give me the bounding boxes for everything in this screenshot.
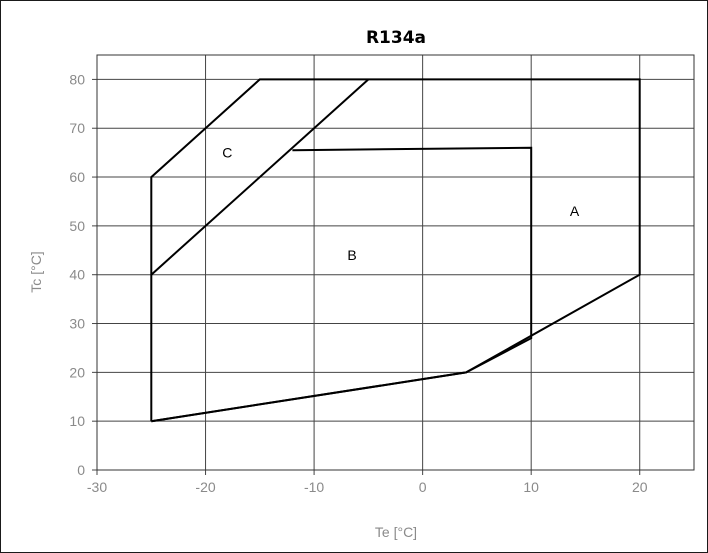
- y-tick-label: 20: [69, 364, 85, 380]
- y-tick-labels: 0 10 20 30 40 50 60 70 80: [69, 71, 85, 478]
- envelope-b-line: [151, 146, 533, 423]
- x-axis-label: Te [°C]: [375, 524, 417, 540]
- y-tick-label: 70: [69, 120, 85, 136]
- y-tick-label: 40: [69, 267, 85, 283]
- y-tick-label: 80: [69, 71, 85, 87]
- plot-border: [96, 54, 695, 471]
- y-tick-label: 30: [69, 316, 85, 332]
- region-label-a: A: [570, 203, 580, 219]
- y-tick-label: 10: [69, 413, 85, 429]
- region-labels: A B C: [222, 145, 580, 264]
- grid: [92, 55, 694, 475]
- y-tick-label: 60: [69, 169, 85, 185]
- y-tick-label: 0: [77, 462, 85, 478]
- y-axis-label: Tc [°C]: [28, 251, 44, 292]
- x-tick-label: -30: [87, 479, 107, 495]
- series-group: [150, 78, 641, 423]
- x-tick-label: 20: [632, 479, 648, 495]
- x-tick-label: 10: [523, 479, 539, 495]
- x-tick-label: -10: [304, 479, 324, 495]
- x-tick-labels: -30 -20 -10 0 10 20: [87, 479, 648, 495]
- y-tick-label: 50: [69, 218, 85, 234]
- x-tick-label: -20: [195, 479, 215, 495]
- region-label-c: C: [222, 145, 232, 161]
- region-label-b: B: [347, 247, 356, 263]
- envelope-a-line: [150, 78, 641, 423]
- envelope-c-line: [150, 78, 370, 276]
- x-tick-label: 0: [419, 479, 427, 495]
- chart-title: R134a: [366, 28, 426, 48]
